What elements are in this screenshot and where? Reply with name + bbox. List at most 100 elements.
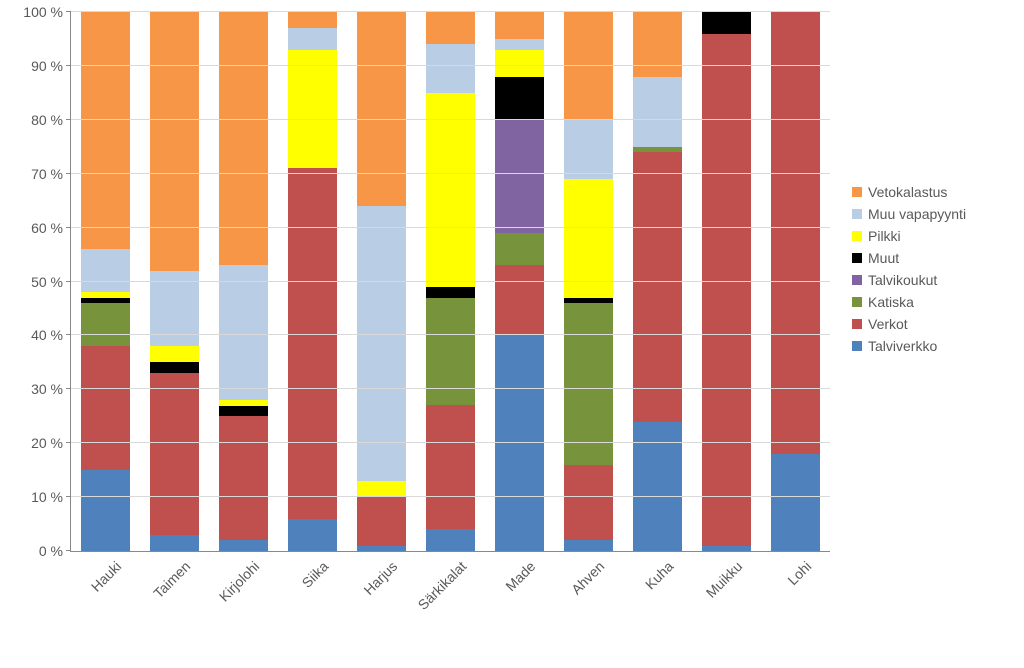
bar-segment: [564, 12, 612, 120]
bar-slot: Hauki: [71, 12, 140, 551]
bar-segment: [81, 470, 129, 551]
bar-segment: [426, 12, 474, 44]
bar-segment: [426, 298, 474, 406]
bar: [771, 12, 819, 551]
bar-segment: [426, 93, 474, 287]
bar: [219, 12, 267, 551]
bar-segment: [357, 206, 405, 481]
legend-swatch: [852, 187, 862, 197]
bar: [495, 12, 543, 551]
bar-segment: [633, 152, 681, 422]
bar-segment: [150, 535, 198, 551]
bar-segment: [495, 233, 543, 265]
legend-swatch: [852, 341, 862, 351]
legend-label: Vetokalastus: [868, 184, 947, 200]
bar-segment: [81, 249, 129, 292]
bar: [426, 12, 474, 551]
bar-slot: Made: [485, 12, 554, 551]
ytick-label: 60 %: [31, 220, 71, 236]
legend-item: Verkot: [852, 316, 966, 332]
bar-segment: [564, 465, 612, 540]
bar-segment: [633, 12, 681, 77]
ytick-label: 80 %: [31, 112, 71, 128]
bar: [633, 12, 681, 551]
bar-segment: [150, 373, 198, 535]
legend-swatch: [852, 275, 862, 285]
gridline: [71, 11, 830, 12]
bar: [564, 12, 612, 551]
gridline: [71, 65, 830, 66]
bar: [150, 12, 198, 551]
legend-item: Talvikoukut: [852, 272, 966, 288]
bar-segment: [633, 77, 681, 147]
legend-label: Talvikoukut: [868, 272, 937, 288]
bar: [702, 12, 750, 551]
legend-swatch: [852, 297, 862, 307]
bar-slot: Ahven: [554, 12, 623, 551]
bar-segment: [495, 335, 543, 551]
bar-slot: Harjus: [347, 12, 416, 551]
legend: VetokalastusMuu vapapyyntiPilkkiMuutTalv…: [852, 178, 966, 360]
bar-segment: [426, 405, 474, 529]
bar-segment: [495, 50, 543, 77]
bar-segment: [357, 12, 405, 206]
gridline: [71, 442, 830, 443]
bar-segment: [702, 12, 750, 34]
legend-item: Pilkki: [852, 228, 966, 244]
bar-segment: [771, 454, 819, 551]
bar-segment: [495, 265, 543, 335]
bar-slot: Muikku: [692, 12, 761, 551]
ytick-label: 100 %: [23, 4, 71, 20]
bar-slot: Kirjolohi: [209, 12, 278, 551]
bar-segment: [288, 168, 336, 518]
bar-segment: [150, 346, 198, 362]
gridline: [71, 173, 830, 174]
ytick-label: 70 %: [31, 166, 71, 182]
xtick-label: Made: [495, 551, 538, 594]
legend-label: Talviverkko: [868, 338, 937, 354]
bars-container: HaukiTaimenKirjolohiSiikaHarjusSärkikala…: [71, 12, 830, 551]
bar-segment: [81, 303, 129, 346]
bar-segment: [288, 12, 336, 28]
bar-segment: [633, 422, 681, 551]
bar-segment: [288, 28, 336, 50]
ytick-label: 10 %: [31, 489, 71, 505]
xtick-label: Kirjolohi: [208, 551, 262, 605]
bar: [357, 12, 405, 551]
xtick-label: Lohi: [777, 551, 814, 588]
legend-label: Pilkki: [868, 228, 901, 244]
legend-item: Muu vapapyynti: [852, 206, 966, 222]
gridline: [71, 281, 830, 282]
bar-segment: [81, 12, 129, 249]
legend-label: Katiska: [868, 294, 914, 310]
ytick-label: 40 %: [31, 327, 71, 343]
bar-slot: Kuha: [623, 12, 692, 551]
bar-segment: [219, 406, 267, 417]
legend-label: Verkot: [868, 316, 908, 332]
legend-swatch: [852, 231, 862, 241]
bar-slot: Siika: [278, 12, 347, 551]
bar: [288, 12, 336, 551]
bar-segment: [564, 540, 612, 551]
ytick-label: 0 %: [39, 543, 71, 559]
xtick-label: Siika: [291, 551, 331, 591]
plot-area: HaukiTaimenKirjolohiSiikaHarjusSärkikala…: [70, 12, 830, 552]
bar-slot: Särkikalat: [416, 12, 485, 551]
xtick-label: Harjus: [353, 551, 400, 598]
bar-segment: [564, 120, 612, 179]
legend-item: Katiska: [852, 294, 966, 310]
bar-segment: [219, 265, 267, 400]
bar-segment: [564, 303, 612, 465]
bar-segment: [702, 34, 750, 546]
legend-swatch: [852, 253, 862, 263]
gridline: [71, 334, 830, 335]
gridline: [71, 496, 830, 497]
ytick-label: 50 %: [31, 274, 71, 290]
xtick-label: Hauki: [80, 551, 124, 595]
ytick-label: 30 %: [31, 381, 71, 397]
legend-item: Talviverkko: [852, 338, 966, 354]
bar-segment: [495, 39, 543, 50]
ytick-label: 20 %: [31, 435, 71, 451]
bar-segment: [150, 12, 198, 271]
stacked-bar-chart: HaukiTaimenKirjolohiSiikaHarjusSärkikala…: [0, 0, 1024, 668]
